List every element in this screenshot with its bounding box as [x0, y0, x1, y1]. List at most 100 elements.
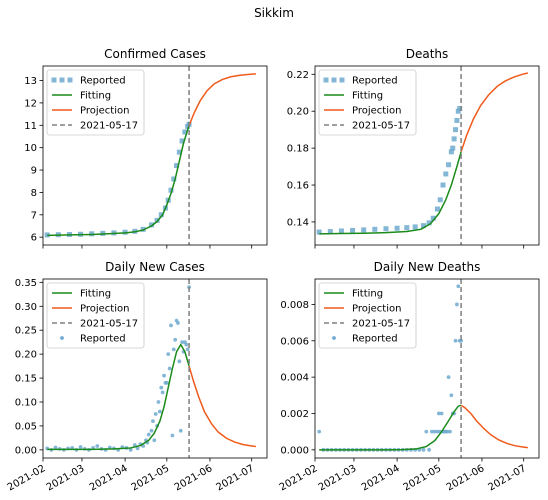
axes-frame — [314, 65, 540, 246]
reported-point — [78, 445, 83, 449]
reported-point — [455, 302, 459, 307]
plot-area — [316, 66, 529, 245]
legend-handle — [51, 77, 57, 83]
y-tick-label: 0.000 — [280, 445, 309, 456]
y-tick-label: 6 — [31, 233, 37, 244]
x-tick-label: 2021-05 — [402, 463, 444, 493]
reported-point — [184, 342, 189, 347]
panel-title: Confirmed Cases — [104, 47, 206, 61]
reported-point — [457, 105, 463, 111]
reported-point — [128, 447, 133, 452]
legend-handle — [60, 336, 64, 340]
legend-box — [46, 282, 145, 349]
reported-point — [151, 419, 155, 424]
reported-point — [372, 226, 378, 232]
reported-point — [435, 429, 440, 434]
reported-point — [448, 149, 454, 155]
reported-point — [180, 340, 185, 345]
x-tick-label: 2021-06 — [445, 463, 487, 493]
legend-label: Fitting — [80, 289, 111, 300]
y-tick-label: 12 — [24, 98, 37, 109]
panel-title: Daily New Cases — [105, 260, 205, 274]
x-tick-label: 2021-06 — [173, 463, 215, 493]
chart-panel-3: Daily New Cases 0.00 0.05 0.10 0.15 0.20 0.25 0… — [6, 260, 268, 493]
reported-point — [451, 136, 457, 142]
legend-box — [318, 282, 417, 349]
fitting-line — [47, 343, 190, 451]
projection-line — [460, 72, 529, 153]
reported-point — [445, 429, 450, 434]
reported-point — [185, 347, 190, 352]
legend-handle — [339, 77, 345, 83]
y-tick-label: 0.004 — [280, 373, 309, 384]
y-tick-label: 0.16 — [287, 181, 309, 192]
legend-label: Projection — [352, 304, 401, 315]
reported-point — [350, 227, 356, 233]
legend-label: Reported — [352, 334, 398, 345]
axes-frame — [314, 278, 540, 459]
panel-title: Deaths — [406, 47, 449, 61]
y-tick-label: 0.008 — [280, 300, 309, 311]
chart-panel-1: Confirmed Cases 6 7 8 9 10 11 12 13 Reported Fitti… — [24, 47, 268, 249]
reported-point — [404, 225, 410, 231]
reported-point — [421, 447, 426, 452]
reported-point — [439, 411, 444, 416]
x-tick-label: 2021-04 — [360, 463, 402, 493]
y-tick-label: 11 — [24, 121, 37, 132]
reported-point — [169, 323, 173, 328]
legend-label: 2021-05-17 — [352, 319, 410, 330]
legend-handle — [67, 77, 73, 83]
x-tick-label: 2021-02 — [6, 463, 48, 493]
reported-point — [317, 429, 322, 434]
x-tick-label: 2021-07 — [214, 463, 256, 493]
y-tick-label: 13 — [24, 76, 37, 87]
reported-point — [170, 433, 175, 438]
chart-panel-2: Deaths 0.14 0.16 0.18 0.20 0.22 Reported Fittin… — [287, 47, 540, 249]
reported-point — [424, 429, 429, 434]
y-tick-label: 0.05 — [15, 421, 37, 432]
legend-label: Reported — [352, 76, 398, 87]
fitting-line — [319, 404, 462, 451]
plot-area — [317, 279, 528, 458]
y-tick-label: 0.00 — [15, 445, 37, 456]
reported-point — [178, 428, 183, 433]
reported-point — [182, 129, 188, 135]
legend-label: 2021-05-17 — [80, 121, 138, 132]
reported-point — [383, 226, 389, 232]
reported-point — [168, 187, 174, 193]
projection-line — [460, 404, 528, 449]
reported-point — [429, 429, 434, 434]
reported-point — [152, 438, 157, 443]
reported-point — [166, 352, 171, 357]
reported-point — [156, 400, 161, 404]
y-tick-label: 0.22 — [287, 70, 309, 81]
legend: Fitting Projection 2021-05-17 Reported — [46, 282, 145, 349]
reported-point — [448, 429, 452, 434]
fitting-line — [47, 125, 190, 237]
reported-point — [432, 429, 437, 434]
reported-point — [167, 366, 172, 371]
x-tick-label: 2021-07 — [486, 463, 528, 493]
y-tick-label: 0.35 — [15, 278, 37, 289]
axes-frame — [42, 65, 268, 246]
x-tick-label: 2021-03 — [45, 463, 87, 493]
legend: Reported Fitting Projection 2021-05-17 — [318, 69, 417, 136]
reported-point — [327, 229, 333, 235]
legend-label: Reported — [80, 334, 126, 345]
legend-box — [318, 69, 417, 136]
reported-point — [171, 176, 177, 182]
y-tick-label: 0.20 — [287, 107, 309, 118]
legend-box — [46, 69, 145, 136]
y-tick-label: 0.25 — [15, 326, 37, 337]
reported-point — [153, 412, 158, 416]
y-tick-label: 0.14 — [287, 217, 309, 228]
legend-handle — [323, 77, 329, 83]
legend-label: Fitting — [352, 91, 383, 102]
reported-point — [135, 446, 140, 451]
reported-point — [149, 428, 154, 433]
x-tick-label: 2021-05 — [130, 463, 172, 493]
x-tick-label: 2021-03 — [317, 463, 359, 493]
reported-point — [164, 380, 169, 385]
panel-title: Daily New Deaths — [374, 260, 481, 274]
reported-point — [436, 411, 441, 416]
